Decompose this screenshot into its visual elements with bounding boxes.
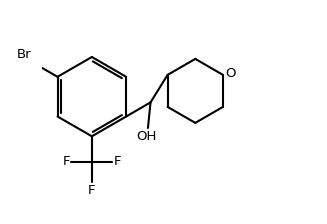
Text: F: F [63, 155, 70, 168]
Text: O: O [226, 67, 236, 80]
Text: Br: Br [17, 48, 32, 61]
Text: OH: OH [136, 130, 157, 143]
Text: F: F [113, 155, 121, 168]
Text: F: F [88, 184, 95, 197]
